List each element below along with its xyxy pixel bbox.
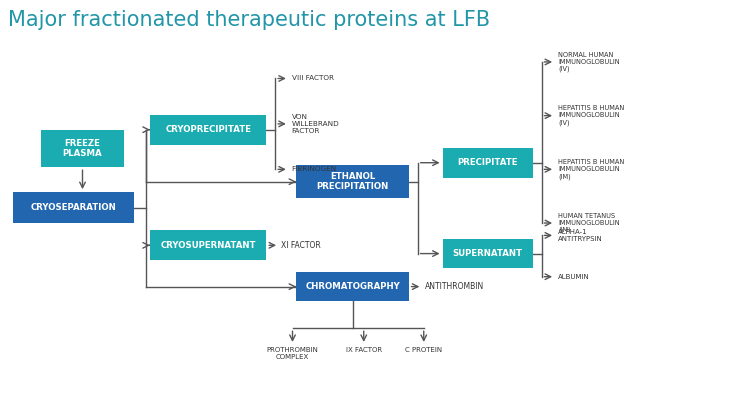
FancyBboxPatch shape <box>442 148 532 178</box>
Text: HEPATITIS B HUMAN
IMMUNOGLOBULIN
(IM): HEPATITIS B HUMAN IMMUNOGLOBULIN (IM) <box>558 159 624 180</box>
Text: VIII FACTOR: VIII FACTOR <box>292 76 334 81</box>
Text: CRYOSUPERNATANT: CRYOSUPERNATANT <box>160 241 256 250</box>
Text: CRYOPRECIPITATE: CRYOPRECIPITATE <box>165 125 251 134</box>
Text: HEPATITIS B HUMAN
IMMUNOGLOBULIN
(IV): HEPATITIS B HUMAN IMMUNOGLOBULIN (IV) <box>558 105 624 126</box>
Text: SUPERNATANT: SUPERNATANT <box>452 249 523 258</box>
Text: PRECIPITATE: PRECIPITATE <box>458 158 518 167</box>
Text: CHROMATOGRAPHY: CHROMATOGRAPHY <box>305 282 400 291</box>
FancyBboxPatch shape <box>296 165 409 198</box>
Text: ALBUMIN: ALBUMIN <box>558 274 590 280</box>
Text: XI FACTOR: XI FACTOR <box>281 241 321 250</box>
Text: HUMAN TETANUS
IMMUNOGLOBULIN
(IM): HUMAN TETANUS IMMUNOGLOBULIN (IM) <box>558 213 620 233</box>
Text: IX FACTOR: IX FACTOR <box>346 347 382 353</box>
Text: ETHANOL
PRECIPITATION: ETHANOL PRECIPITATION <box>316 172 388 191</box>
Text: FREEZE
PLASMA: FREEZE PLASMA <box>63 139 102 158</box>
FancyBboxPatch shape <box>296 272 409 301</box>
Text: FIBRINOGEN: FIBRINOGEN <box>292 166 337 172</box>
FancyBboxPatch shape <box>442 239 532 268</box>
FancyBboxPatch shape <box>150 230 266 260</box>
Text: ANTITHROMBIN: ANTITHROMBIN <box>425 282 484 291</box>
FancyBboxPatch shape <box>13 192 134 223</box>
Text: Major fractionated therapeutic proteins at LFB: Major fractionated therapeutic proteins … <box>8 10 490 30</box>
Text: NORMAL HUMAN
IMMUNOGLOBULIN
(IV): NORMAL HUMAN IMMUNOGLOBULIN (IV) <box>558 52 620 72</box>
Text: C PROTEIN: C PROTEIN <box>405 347 442 353</box>
Text: VON
WILLEBRAND
FACTOR: VON WILLEBRAND FACTOR <box>292 114 340 134</box>
FancyBboxPatch shape <box>41 130 124 167</box>
Text: CRYOSEPARATION: CRYOSEPARATION <box>31 203 116 212</box>
Text: PROTHROMBIN
COMPLEX: PROTHROMBIN COMPLEX <box>266 347 319 360</box>
FancyBboxPatch shape <box>150 115 266 145</box>
Text: ALPHA-1
ANTITRYPSIN: ALPHA-1 ANTITRYPSIN <box>558 229 603 242</box>
